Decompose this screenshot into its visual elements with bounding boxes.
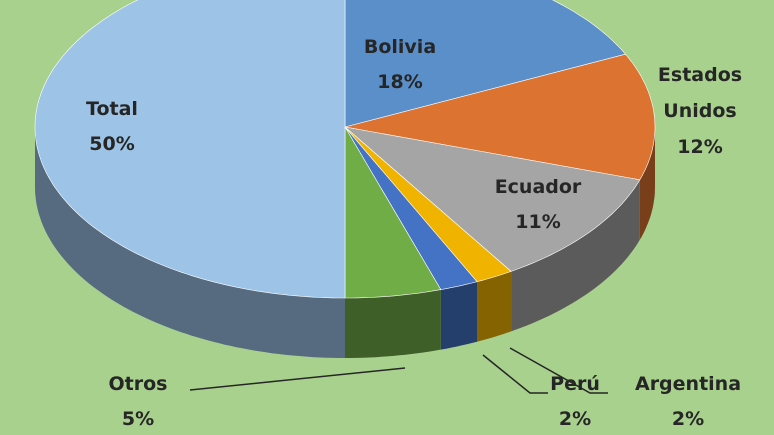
category-label: Ecuador — [494, 176, 582, 198]
value-label: 11% — [515, 211, 561, 233]
slice — [344, 125, 442, 299]
category-label: Estados Unidos — [657, 64, 743, 122]
slice-side — [35, 127, 345, 358]
leader-line — [482, 354, 548, 394]
slice — [344, 0, 627, 128]
slice-side — [511, 179, 640, 332]
slice — [344, 53, 656, 181]
value-label: 5% — [121, 408, 155, 430]
value-label: 12% — [677, 136, 723, 158]
slice — [34, 0, 346, 299]
data-label: Total 50% — [47, 92, 177, 162]
leader-line — [509, 347, 608, 394]
slice-side — [345, 289, 441, 358]
slice-side — [477, 271, 512, 342]
slice — [343, 126, 641, 272]
slice-side — [639, 127, 655, 240]
slice-side — [440, 281, 477, 350]
leader-line — [189, 367, 406, 391]
data-label: Estados Unidos 12% — [655, 57, 745, 165]
value-label: 2% — [671, 408, 705, 430]
category-label: Perú — [550, 373, 600, 395]
slice — [344, 126, 478, 290]
data-label: Ecuador 11% — [473, 170, 603, 240]
data-label: Otros 5% — [73, 367, 203, 435]
data-label: Perú 2% — [510, 367, 640, 435]
data-label: Argentina 2% — [623, 367, 753, 435]
value-label: 18% — [377, 71, 423, 93]
category-label: Otros — [108, 373, 168, 395]
value-label: 2% — [558, 408, 592, 430]
value-label: 50% — [89, 133, 135, 155]
data-label: Bolivia 18% — [335, 30, 465, 100]
category-label: Argentina — [634, 373, 742, 395]
category-label: Total — [86, 98, 138, 120]
slice — [344, 126, 512, 283]
category-label: Bolivia — [363, 36, 437, 58]
